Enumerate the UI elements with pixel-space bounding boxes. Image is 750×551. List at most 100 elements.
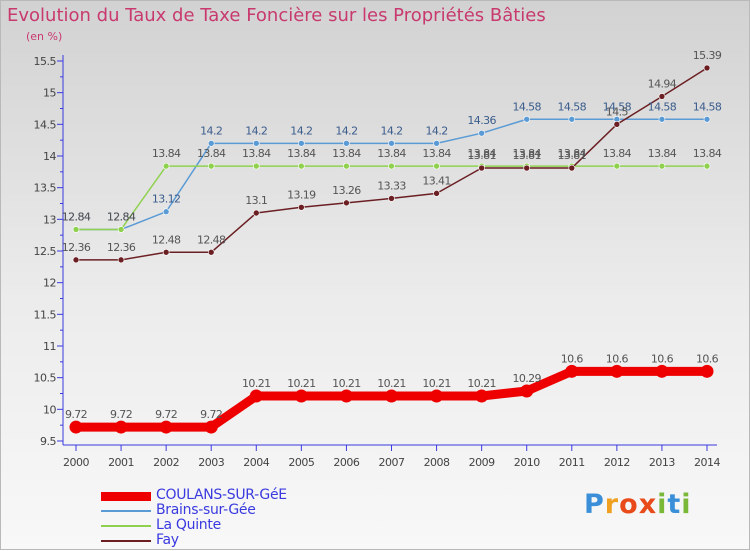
logo-letter: x — [638, 489, 658, 520]
x-tick-label: 2000 — [63, 456, 89, 469]
data-label: 14.2 — [245, 124, 267, 137]
data-point — [703, 162, 711, 170]
x-tick-label: 2002 — [153, 456, 179, 469]
data-label: 9.72 — [155, 408, 177, 421]
legend-swatch — [101, 540, 151, 542]
data-point — [523, 115, 531, 123]
x-tick-label: 2014 — [694, 456, 720, 469]
x-tick-label: 2007 — [379, 456, 405, 469]
data-label: 13.84 — [648, 147, 677, 160]
data-point — [385, 389, 398, 403]
legend-label: Fay — [156, 532, 179, 548]
y-tick-label: 11 — [43, 340, 56, 353]
data-point — [433, 140, 440, 147]
data-point — [478, 129, 485, 137]
legend-label: Brains-sur-Gée — [156, 502, 256, 518]
data-point — [72, 256, 80, 264]
data-point — [162, 162, 170, 170]
logo-letter: i — [681, 489, 692, 520]
y-tick-label: 13.5 — [34, 182, 57, 195]
y-tick-label: 15.5 — [34, 55, 57, 68]
y-tick-label: 12 — [43, 277, 56, 290]
data-point — [388, 195, 395, 202]
data-point — [294, 389, 308, 403]
x-tick-label: 2004 — [243, 456, 269, 469]
data-label: 13.84 — [467, 147, 496, 160]
data-point — [298, 204, 305, 211]
data-point — [249, 389, 263, 403]
y-tick-label: 10 — [43, 403, 56, 416]
data-label: 9.72 — [200, 408, 222, 421]
logo-letter: o — [619, 489, 639, 520]
legend-swatch — [101, 491, 151, 501]
data-point — [703, 64, 711, 72]
data-point — [610, 364, 624, 378]
data-point — [613, 162, 621, 170]
data-point — [343, 162, 350, 170]
data-label: 12.84 — [62, 210, 91, 223]
data-label: 15.39 — [693, 49, 722, 62]
data-label: 13.84 — [242, 147, 271, 160]
data-label: 13.33 — [377, 179, 406, 192]
data-label: 13.84 — [287, 147, 316, 160]
data-label: 14.2 — [290, 124, 312, 137]
data-label: 12.84 — [62, 210, 91, 223]
data-point — [162, 248, 170, 256]
data-label: 10.21 — [332, 377, 361, 390]
data-point — [433, 190, 440, 197]
data-label: 14.58 — [648, 100, 677, 113]
data-label: 13.81 — [467, 149, 496, 162]
x-tick-label: 2011 — [559, 456, 585, 469]
x-tick-label: 2003 — [198, 456, 224, 469]
x-tick-label: 2006 — [333, 456, 359, 469]
data-label: 14.2 — [335, 124, 357, 137]
data-label: 13.19 — [287, 188, 316, 201]
data-label: 10.21 — [287, 377, 316, 390]
data-label: 13.41 — [422, 174, 451, 187]
data-point — [433, 162, 440, 170]
legend-label: COULANS-SUR-GéE — [156, 487, 287, 503]
data-label: 13.1 — [245, 194, 267, 207]
data-point — [204, 420, 218, 434]
data-point — [72, 226, 80, 233]
data-label: 13.81 — [558, 149, 587, 162]
data-point — [207, 162, 215, 170]
x-tick-label: 2009 — [469, 456, 495, 469]
data-label: 12.84 — [107, 210, 136, 223]
data-label: 14.58 — [558, 100, 587, 113]
data-label: 10.6 — [696, 352, 719, 365]
data-point — [700, 364, 714, 378]
data-point — [159, 420, 173, 434]
x-tick-label: 2010 — [514, 456, 540, 469]
data-label: 13.81 — [512, 149, 541, 162]
data-point — [613, 121, 621, 128]
data-label: 13.84 — [693, 147, 722, 160]
data-point — [655, 364, 669, 378]
data-point — [298, 140, 305, 147]
y-tick-label: 14.5 — [34, 118, 57, 131]
x-tick-label: 2005 — [288, 456, 314, 469]
data-point — [430, 389, 444, 403]
data-label: 10.6 — [561, 352, 584, 365]
data-point — [523, 164, 531, 172]
data-label: 12.36 — [62, 241, 91, 254]
legend-swatch — [101, 510, 151, 512]
data-label: 13.84 — [512, 147, 541, 160]
logo-letter: P — [584, 489, 605, 520]
data-label: 14.94 — [648, 77, 677, 90]
data-label: 10.21 — [422, 377, 451, 390]
y-tick-label: 14 — [43, 150, 56, 163]
data-label: 10.21 — [377, 377, 406, 390]
legend-swatch — [101, 525, 151, 527]
proxiti-logo: Proxiti — [584, 489, 692, 520]
data-point — [478, 164, 485, 172]
data-point — [568, 164, 576, 172]
data-label: 9.72 — [65, 408, 87, 421]
data-label: 12.36 — [107, 241, 136, 254]
data-point — [343, 140, 350, 147]
data-point — [703, 115, 711, 123]
data-point — [388, 140, 395, 147]
data-point — [565, 364, 579, 378]
data-point — [69, 420, 83, 434]
